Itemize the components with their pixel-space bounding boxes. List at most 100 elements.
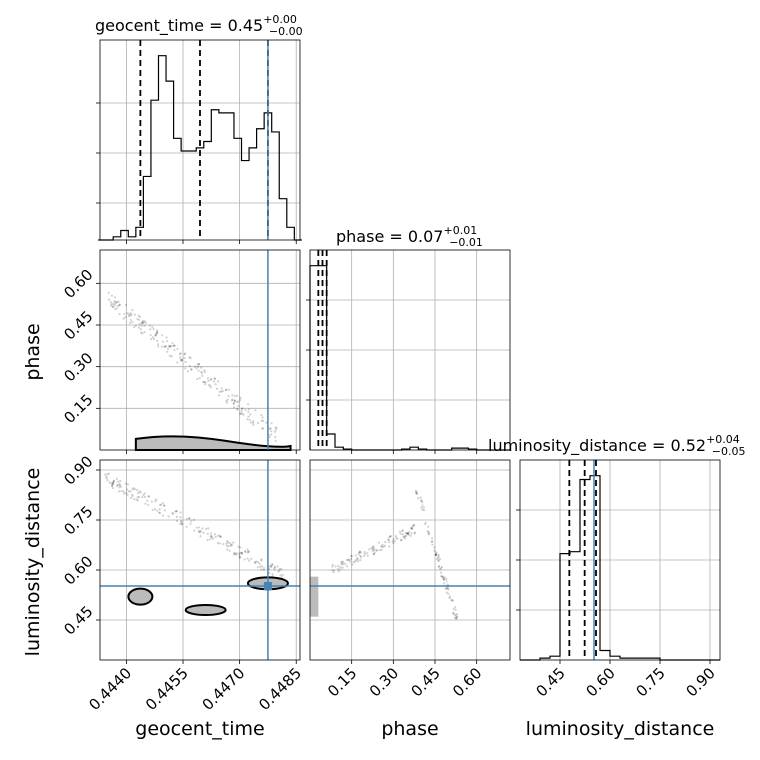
sample-point <box>106 473 109 476</box>
sample-point <box>437 556 440 559</box>
sample-point <box>219 535 222 538</box>
sample-point <box>241 407 244 410</box>
sample-point <box>125 491 128 495</box>
sample-point <box>348 560 352 563</box>
sample-point <box>413 532 416 535</box>
sample-point <box>163 345 166 348</box>
sample-point <box>401 530 404 533</box>
sample-point <box>122 490 125 493</box>
sample-point <box>147 495 151 498</box>
sample-point <box>247 415 250 418</box>
panel-luminosity_distance-vs-luminosity_distance: 0.45 0.60 0.75 0.90 <box>516 459 721 700</box>
sample-point <box>202 531 205 534</box>
sample-point <box>276 565 279 568</box>
sample-point <box>168 345 172 348</box>
sample-point <box>439 571 443 574</box>
sample-point <box>270 564 273 568</box>
sample-point <box>345 565 349 568</box>
sample-point <box>138 315 141 319</box>
sample-point <box>435 552 438 555</box>
sample-point <box>407 532 410 535</box>
sample-point <box>107 298 111 301</box>
sample-point <box>130 313 133 316</box>
sample-point <box>238 556 241 559</box>
sample-point <box>126 312 129 315</box>
sample-point <box>155 330 159 333</box>
sample-point <box>422 506 426 509</box>
histogram-phase <box>309 265 510 451</box>
sample-point <box>190 520 193 523</box>
sample-point <box>221 390 224 393</box>
xlabel-luminosity-distance: luminosity_distance <box>526 718 715 740</box>
sample-point <box>372 546 375 549</box>
sample-point <box>118 312 121 316</box>
sample-point <box>176 347 179 350</box>
sample-point <box>239 412 242 416</box>
sample-point <box>196 363 199 366</box>
sample-point <box>445 591 448 594</box>
sample-point <box>243 558 246 561</box>
sample-point <box>437 565 440 568</box>
sample-point <box>239 546 242 549</box>
sample-point <box>220 387 223 390</box>
sample-point <box>448 595 451 598</box>
sample-point <box>435 551 438 554</box>
sample-point <box>244 408 247 412</box>
sample-point <box>454 613 458 617</box>
sample-point <box>128 321 132 324</box>
sample-point <box>129 318 132 322</box>
sample-point <box>207 527 210 530</box>
sample-point <box>167 515 170 518</box>
sample-point <box>104 473 107 476</box>
sample-point <box>377 541 381 544</box>
sample-point <box>118 303 122 306</box>
sample-point <box>146 499 149 502</box>
sample-point <box>331 563 334 566</box>
sample-point <box>434 553 437 557</box>
sample-point <box>198 531 201 534</box>
sample-point <box>233 400 237 403</box>
sample-point <box>454 606 457 609</box>
x-tick-label-geocent_time-2: 0.4470 <box>199 664 249 714</box>
sample-point <box>178 353 181 356</box>
sample-point <box>142 493 145 497</box>
sample-point <box>131 320 134 324</box>
sample-point <box>233 399 236 402</box>
sample-point <box>144 502 147 505</box>
sample-point <box>163 504 166 508</box>
sample-point <box>188 517 191 520</box>
sample-point <box>112 481 115 484</box>
sample-point <box>115 477 118 480</box>
sample-point <box>109 301 112 304</box>
sample-point <box>262 568 265 572</box>
sample-point <box>417 497 420 500</box>
sample-point <box>126 493 129 496</box>
sample-point <box>114 300 117 303</box>
sample-point <box>366 554 369 557</box>
sample-point <box>273 568 276 571</box>
sample-point <box>257 421 260 424</box>
sample-point <box>166 347 170 350</box>
sample-point <box>192 518 195 521</box>
sample-point <box>225 540 229 543</box>
sample-point <box>260 559 263 562</box>
sample-point <box>405 531 408 534</box>
sample-point <box>156 339 159 342</box>
sample-point <box>160 334 164 337</box>
sample-point <box>415 490 418 493</box>
sample-point <box>359 554 362 558</box>
sample-point <box>409 527 412 530</box>
sample-point <box>176 361 179 364</box>
x-tick-label-phase-2: 0.45 <box>407 664 443 700</box>
sample-point <box>341 563 345 566</box>
sample-point <box>179 523 182 526</box>
sample-point <box>111 483 114 486</box>
sample-point <box>389 535 392 538</box>
sample-point <box>252 420 255 423</box>
sample-point <box>210 534 213 538</box>
sample-point <box>401 529 405 532</box>
sample-point <box>231 394 234 397</box>
sample-point <box>239 396 242 399</box>
y-tick-label-luminosity_distance-3: 0.90 <box>60 452 96 488</box>
sample-point <box>160 345 164 348</box>
